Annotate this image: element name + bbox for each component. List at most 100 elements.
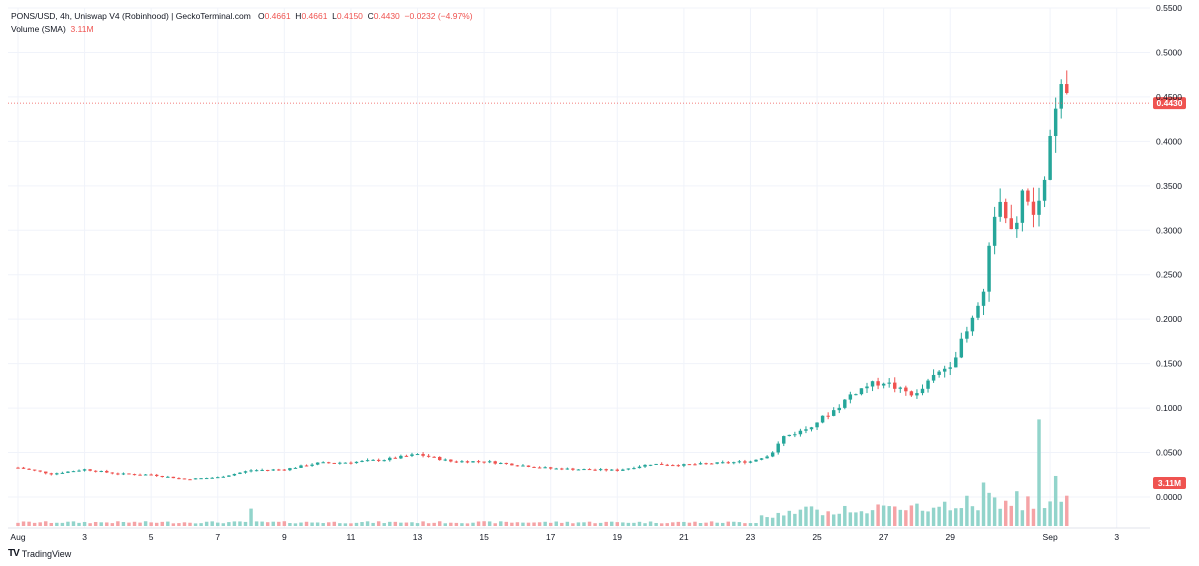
candle-body (171, 476, 176, 479)
volume-bar (965, 495, 969, 526)
last-price-line: 0.4430 3.11M (8, 97, 1186, 489)
volume-bar (532, 522, 536, 526)
candle-body (243, 471, 248, 473)
time-tick-label: 3 (1114, 532, 1119, 542)
candle-body (1015, 222, 1019, 230)
volume-bar (837, 513, 841, 526)
candle-body (671, 465, 675, 467)
volume-bar (393, 521, 398, 526)
volume-bar (177, 523, 181, 526)
volume-bar (776, 512, 780, 526)
volume-bar (360, 522, 364, 526)
volume-bar (621, 522, 625, 526)
candle-body (615, 469, 620, 471)
volume-row: Volume (SMA) 3.11M (11, 23, 473, 36)
candle-body (721, 462, 725, 464)
volume-bar (449, 522, 453, 526)
candle-body (299, 465, 303, 468)
volume-bar (548, 522, 553, 526)
volume-bar (182, 522, 187, 526)
volume-bar (976, 510, 980, 526)
candle-body (809, 427, 814, 430)
volume-bar (382, 523, 386, 526)
volume-bar (249, 508, 253, 526)
volume-bar (693, 521, 697, 526)
volume-bar (626, 522, 631, 526)
candle-body (465, 461, 470, 463)
volume-bar (1042, 508, 1047, 526)
volume-bar (60, 522, 65, 526)
volume-bar (38, 522, 42, 526)
candle-body (304, 465, 309, 467)
volume-bar (526, 522, 531, 526)
tradingview-logo[interactable]: TV TradingView (8, 548, 71, 559)
candle-body (1065, 84, 1069, 94)
volume-bar (1037, 419, 1041, 526)
candle-body (154, 474, 159, 476)
time-axis[interactable]: Aug 3 5 7 9 11 13 15 17 19 21 23 25 27 29 Sep 3 (8, 527, 1150, 542)
candle-body (338, 462, 342, 464)
volume-bar (915, 503, 919, 526)
volume-bar (193, 523, 198, 526)
candle-body (826, 415, 830, 417)
price-tick-label: 0.5000 (1156, 47, 1182, 57)
volume-bar (554, 521, 558, 526)
volume-bar (343, 523, 348, 526)
candle-body (399, 455, 403, 459)
price-axis[interactable]: 0.0000 0.0500 0.1000 0.1500 0.2000 0.2500 0.30… (1156, 3, 1182, 502)
volume-bar (254, 521, 259, 526)
candle-body (554, 468, 558, 470)
volume-bar (55, 522, 59, 526)
volume-bar (598, 522, 603, 526)
volume-bar (510, 522, 514, 526)
volume-bar (787, 510, 792, 526)
candle-body (765, 456, 769, 459)
volume-bar (504, 521, 509, 526)
volume-bar (576, 522, 581, 526)
candle-body (204, 478, 209, 480)
volume-bar (99, 522, 103, 526)
volume-bar (171, 523, 176, 526)
time-tick-label: Sep (1043, 532, 1058, 542)
volume-bar (765, 517, 769, 526)
volume-bar (992, 497, 997, 526)
volume-bar (648, 521, 653, 526)
candle-body (715, 462, 719, 464)
volume-bar (327, 522, 331, 526)
volume-bar (116, 521, 120, 526)
volume-bar (687, 522, 692, 526)
candle-body (260, 469, 264, 471)
candle-body (959, 338, 964, 358)
volume-bar (166, 521, 170, 526)
tradingview-logo-icon: TV (8, 548, 20, 559)
volume-bar (970, 506, 975, 526)
volume-bar (521, 522, 525, 526)
candle-body (632, 468, 636, 470)
volume-bar (105, 522, 109, 526)
candle-body (71, 471, 76, 473)
volume-bar (582, 522, 586, 526)
change-value: −0.0232 (−4.97%) (404, 11, 473, 21)
volume-bar (271, 521, 275, 526)
candle-body (748, 461, 753, 463)
volume-bar (143, 521, 148, 526)
volume-bar (782, 515, 786, 526)
volume-bar (1048, 501, 1052, 526)
volume-bar (587, 521, 592, 526)
candle-body (837, 407, 841, 411)
volume-bar (465, 523, 470, 526)
candle-body (354, 461, 359, 464)
volume-bar (793, 513, 797, 526)
volume-bar (843, 505, 847, 526)
candle-body (876, 381, 880, 386)
candle-body (909, 391, 914, 396)
candle-body (143, 474, 148, 476)
volume-bar (404, 522, 409, 526)
volume-bar (1031, 508, 1036, 526)
volume-bar (82, 521, 87, 526)
candle-body (532, 466, 536, 468)
candle-body (687, 464, 692, 466)
price-tick-label: 0.1500 (1156, 359, 1182, 369)
candle-body (726, 462, 730, 464)
